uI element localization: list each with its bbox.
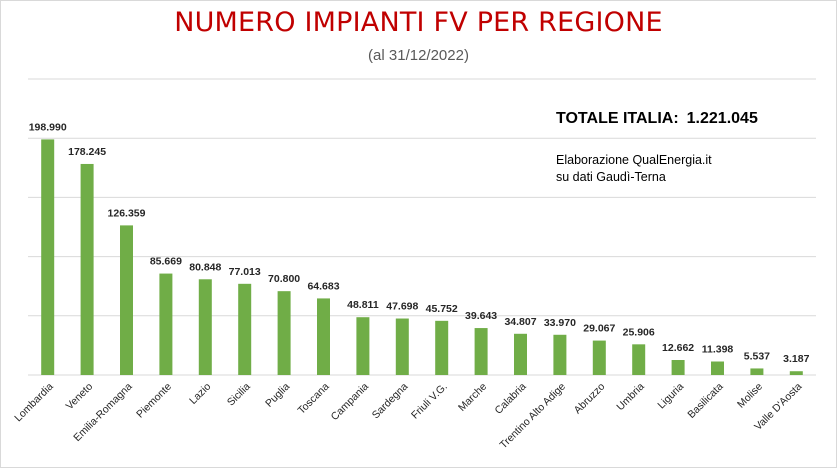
category-label-lazio: Lazio (187, 381, 213, 407)
bar-piemonte (159, 273, 173, 375)
bar-lombardia (41, 139, 55, 375)
bar-sardegna (395, 318, 409, 375)
category-label-toscana: Toscana (295, 381, 331, 417)
value-label-valle-d-aosta: 3.187 (783, 353, 809, 365)
category-label-trentino-alto-adige: Trentino Alto Adige (497, 381, 568, 452)
bar-veneto (80, 163, 94, 375)
bar-marche (474, 328, 488, 375)
value-label-friuli-v-g: 45.752 (426, 303, 458, 315)
value-label-campania: 48.811 (347, 299, 379, 311)
value-label-molise: 5.537 (744, 350, 770, 362)
category-label-sardegna: Sardegna (370, 381, 411, 422)
category-label-campania: Campania (329, 381, 371, 423)
category-label-puglia: Puglia (263, 381, 292, 410)
value-label-sicilia: 77.013 (229, 266, 261, 278)
total-value: 1.221.045 (686, 110, 758, 127)
value-label-calabria: 34.807 (504, 316, 536, 328)
category-label-molise: Molise (735, 381, 765, 411)
category-label-friuli-v-g: Friuli V.G. (409, 381, 450, 422)
value-label-trentino-alto-adige: 33.970 (544, 317, 576, 329)
category-label-marche: Marche (456, 381, 489, 414)
bar-basilicata (711, 361, 724, 375)
value-label-emilia-romagna: 126.359 (108, 207, 146, 219)
category-label-lombardia: Lombardia (12, 381, 56, 425)
bar-emilia-romagna (120, 225, 133, 375)
value-label-lazio: 80.848 (189, 261, 221, 273)
bar-campania (356, 317, 370, 375)
bar-molise (750, 368, 764, 375)
chart-subtitle: (al 31/12/2022) (368, 47, 469, 64)
source-note: Elaborazione QualEnergia.it su dati Gaud… (556, 152, 712, 186)
category-label-liguria: Liguria (655, 381, 686, 412)
source-line-1: Elaborazione QualEnergia.it (556, 153, 712, 167)
bar-friuli-v-g (435, 320, 449, 375)
gridlines (28, 78, 816, 376)
value-labels: 198.990 178.245 126.359 85.669 80.848 77.013 7… (29, 121, 810, 365)
value-label-toscana: 64.683 (307, 280, 339, 292)
category-label-basilicata: Basilicata (685, 381, 725, 421)
bar-umbria (632, 344, 646, 375)
bar-liguria (671, 360, 685, 375)
bar-puglia (277, 291, 291, 375)
value-label-lombardia: 198.990 (29, 121, 67, 133)
bar-sicilia (238, 283, 252, 375)
value-label-puglia: 70.800 (268, 273, 300, 285)
bars (41, 139, 803, 375)
bar-lazio (198, 279, 212, 375)
bar-calabria (514, 333, 527, 375)
chart-title: NUMERO IMPIANTI FV PER REGIONE (174, 7, 663, 38)
value-label-veneto: 178.245 (68, 146, 106, 158)
value-label-umbria: 25.906 (623, 326, 655, 338)
total-label: TOTALE ITALIA: (556, 110, 679, 127)
bar-abruzzo (592, 340, 606, 375)
bar-toscana (317, 298, 330, 375)
value-label-abruzzo: 29.067 (583, 323, 615, 335)
value-label-marche: 39.643 (465, 310, 497, 322)
value-label-sardegna: 47.698 (386, 301, 418, 313)
value-label-basilicata: 11.398 (702, 344, 734, 356)
category-label-piemonte: Piemonte (134, 381, 174, 421)
source-line-2: su dati Gaudì-Terna (556, 170, 666, 184)
bar-trentino-alto-adige (553, 334, 567, 375)
category-label-calabria: Calabria (492, 381, 528, 417)
category-label-umbria: Umbria (614, 381, 647, 414)
category-label-sicilia: Sicilia (225, 381, 253, 409)
bar-valle-d-aosta (789, 371, 803, 375)
total-italia: TOTALE ITALIA: 1.221.045 (556, 110, 758, 128)
value-label-liguria: 12.662 (662, 342, 694, 354)
category-label-veneto: Veneto (64, 381, 96, 413)
category-label-abruzzo: Abruzzo (572, 381, 608, 417)
value-label-piemonte: 85.669 (150, 256, 182, 268)
